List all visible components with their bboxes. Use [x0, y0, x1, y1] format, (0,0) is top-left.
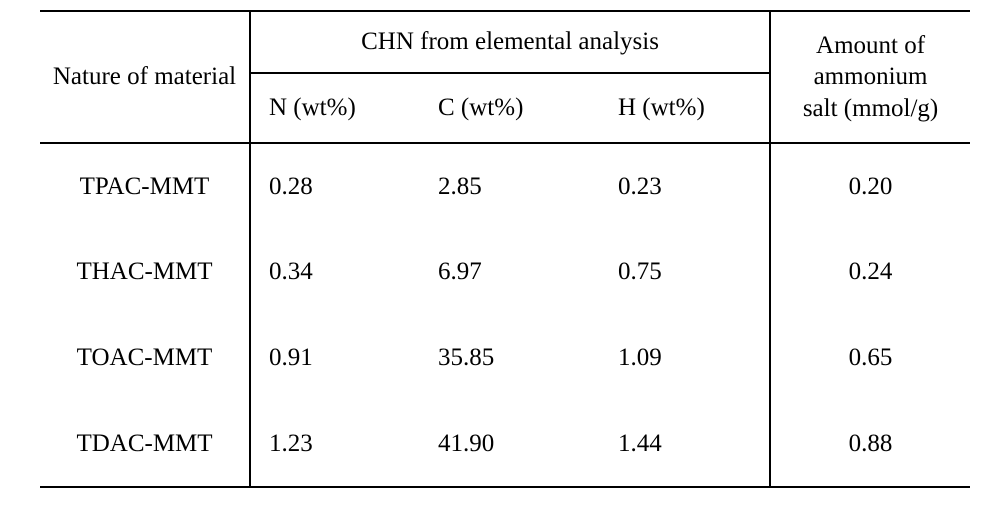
table-row: TOAC-MMT 0.91 35.85 1.09 0.65	[40, 315, 970, 401]
elemental-analysis-table: Nature of material CHN from elemental an…	[40, 10, 970, 488]
cell-material: TOAC-MMT	[40, 315, 250, 401]
cell-h: 0.75	[600, 229, 770, 315]
table-row: TPAC-MMT 0.28 2.85 0.23 0.20	[40, 143, 970, 229]
cell-n: 0.28	[250, 143, 420, 229]
cell-n: 0.91	[250, 315, 420, 401]
col-header-amount-l3: salt (mmol/g)	[771, 93, 970, 124]
cell-c: 2.85	[420, 143, 600, 229]
cell-h: 1.09	[600, 315, 770, 401]
cell-material: TDAC-MMT	[40, 401, 250, 487]
col-header-chn-text: CHN from elemental analysis	[251, 28, 769, 56]
table-container: Nature of material CHN from elemental an…	[0, 0, 1006, 498]
cell-amount: 0.24	[770, 229, 970, 315]
table-row: THAC-MMT 0.34 6.97 0.75 0.24	[40, 229, 970, 315]
col-header-c: C (wt%)	[420, 73, 600, 143]
col-header-amount-l2: ammonium	[771, 61, 970, 92]
cell-material: TPAC-MMT	[40, 143, 250, 229]
table-header-row-1: Nature of material CHN from elemental an…	[40, 11, 970, 73]
col-header-nature-text: Nature of material	[40, 63, 249, 91]
cell-n: 1.23	[250, 401, 420, 487]
cell-material: THAC-MMT	[40, 229, 250, 315]
cell-n: 0.34	[250, 229, 420, 315]
col-header-nature: Nature of material	[40, 11, 250, 143]
col-header-chn-group: CHN from elemental analysis	[250, 11, 770, 73]
cell-amount: 0.20	[770, 143, 970, 229]
cell-h: 1.44	[600, 401, 770, 487]
col-header-amount-l1: Amount of	[771, 30, 970, 61]
cell-c: 41.90	[420, 401, 600, 487]
cell-h: 0.23	[600, 143, 770, 229]
col-header-amount: Amount of ammonium salt (mmol/g)	[770, 11, 970, 143]
table-row: TDAC-MMT 1.23 41.90 1.44 0.88	[40, 401, 970, 487]
cell-c: 35.85	[420, 315, 600, 401]
col-header-n: N (wt%)	[250, 73, 420, 143]
cell-amount: 0.65	[770, 315, 970, 401]
cell-amount: 0.88	[770, 401, 970, 487]
col-header-h: H (wt%)	[600, 73, 770, 143]
cell-c: 6.97	[420, 229, 600, 315]
